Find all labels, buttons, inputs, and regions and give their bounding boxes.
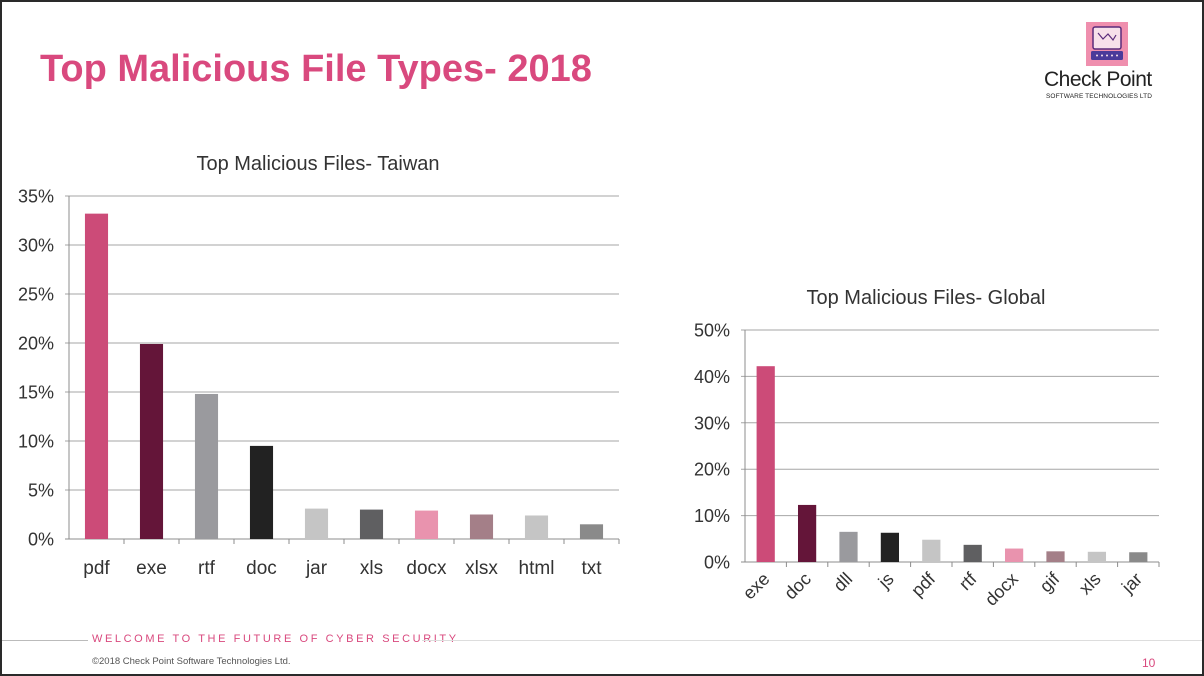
chart-title: Top Malicious Files- Taiwan <box>196 153 439 175</box>
bar-jar <box>1129 552 1148 562</box>
x-tick-label: gif <box>1036 568 1064 596</box>
footer-copyright: ©2018 Check Point Software Technologies … <box>92 656 291 667</box>
y-tick-label: 0% <box>704 552 730 572</box>
bar-xls <box>1087 551 1107 562</box>
y-tick-label: 35% <box>18 186 54 206</box>
bar-pdf <box>84 213 109 539</box>
x-tick-label: doc <box>780 569 815 604</box>
x-tick-label: rtf <box>955 568 981 594</box>
bar-exe <box>139 343 164 539</box>
bar-docx <box>414 510 439 539</box>
x-tick-label: docx <box>406 558 447 579</box>
bar-jar <box>304 508 329 539</box>
x-tick-label: txt <box>581 558 602 579</box>
bar-gif <box>1046 551 1065 562</box>
y-tick-label: 30% <box>18 235 54 255</box>
checkpoint-logo-icon <box>1086 22 1128 66</box>
x-tick-label: doc <box>246 558 277 579</box>
x-tick-label: pdf <box>907 568 940 601</box>
logo-subtitle: SOFTWARE TECHNOLOGIES LTD <box>1046 93 1153 100</box>
x-tick-label: exe <box>739 569 774 604</box>
bar-js <box>880 532 900 562</box>
y-tick-label: 20% <box>18 333 54 353</box>
footer-tagline: WELCOME TO THE FUTURE OF CYBER SECURITY <box>92 633 459 645</box>
bar-doc <box>797 504 817 562</box>
bar-rtf <box>963 544 982 562</box>
chart-global: Top Malicious Files- Global 0% 10% 20% 30% 40… <box>694 287 1160 610</box>
x-tick-label: xls <box>1075 569 1105 599</box>
y-tick-label: 40% <box>694 367 730 387</box>
y-tick-label: 5% <box>28 480 54 500</box>
x-tick-label: xlsx <box>465 558 498 579</box>
chart-taiwan: Top Malicious Files- Taiwan 0% 5% 10% 15% 20%… <box>18 153 620 579</box>
bar-rtf <box>194 393 219 539</box>
bar-doc <box>249 445 274 539</box>
bar-docx <box>1004 548 1024 562</box>
checkpoint-logo: Check Point SOFTWARE TECHNOLOGIES LTD <box>1038 22 1170 106</box>
y-tick-label: 50% <box>694 320 730 340</box>
logo-name: Check Point <box>1044 68 1152 91</box>
y-tick-label: 10% <box>18 431 54 451</box>
x-tick-label: jar <box>1117 569 1146 598</box>
y-tick-label: 15% <box>18 382 54 402</box>
x-tick-label: jar <box>305 558 328 579</box>
x-tick-label: pdf <box>83 558 110 579</box>
y-tick-label: 10% <box>694 506 730 526</box>
chart-title: Top Malicious Files- Global <box>807 287 1046 309</box>
footer-divider-left <box>2 640 88 641</box>
bar-xls <box>359 509 384 539</box>
y-tick-label: 25% <box>18 284 54 304</box>
x-tick-label: rtf <box>198 558 216 579</box>
bar-exe <box>756 366 775 562</box>
page-number: 10 <box>1142 656 1156 670</box>
y-tick-label: 0% <box>28 529 54 549</box>
bar-txt <box>579 524 604 539</box>
x-tick-label: html <box>519 558 555 579</box>
x-tick-label: js <box>874 569 898 593</box>
bar-xlsx <box>469 514 494 539</box>
slide-title: Top Malicious File Types- 2018 <box>40 48 592 90</box>
x-tick-label: exe <box>136 558 167 579</box>
x-tick-label: dll <box>829 569 856 596</box>
bar-html <box>524 515 549 539</box>
x-tick-label: xls <box>360 558 383 579</box>
footer-divider-right <box>422 640 1202 641</box>
bar-pdf <box>922 539 941 562</box>
y-tick-label: 20% <box>694 460 730 480</box>
x-tick-label: docx <box>981 569 1022 610</box>
y-tick-label: 30% <box>694 413 730 433</box>
bar-dll <box>839 531 858 562</box>
